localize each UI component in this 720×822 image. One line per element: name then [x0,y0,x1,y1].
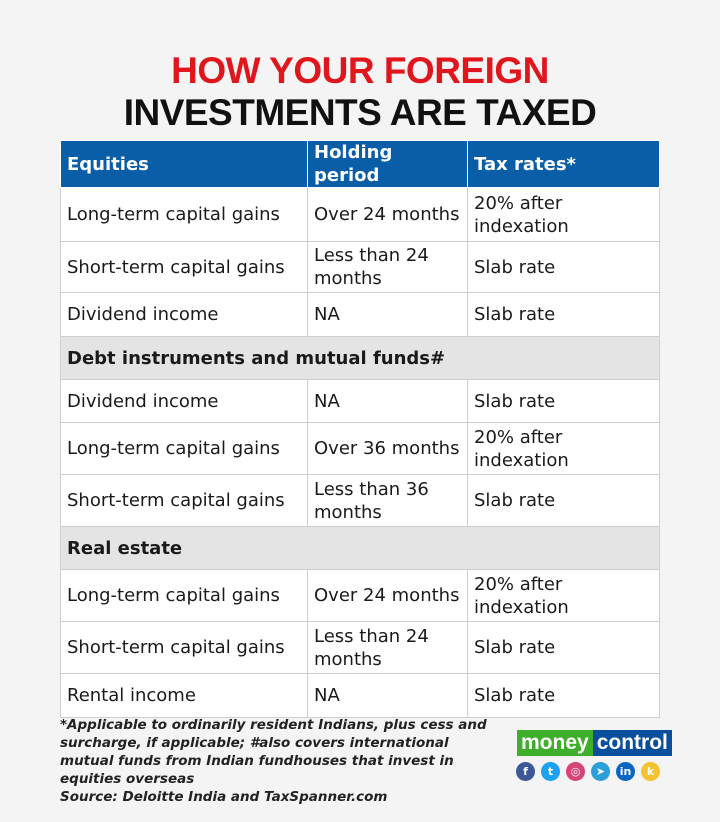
table-row: Long-term capital gains Over 24 months 20%… [60,569,660,622]
table-row: Short-term capital gains Less than 24 mon… [60,241,660,293]
tax-table: Equities Holding period Tax rates* Long-… [60,140,660,718]
facebook-icon[interactable]: f [516,762,535,781]
table-row: Short-term capital gains Less than 24 mon… [60,621,660,674]
tax-rate-cell: 20% after indexation [467,569,660,622]
table-row: Short-term capital gains Less than 36 mon… [60,474,660,527]
section-debt: Debt instruments and mutual funds# [60,336,660,380]
holding-period-cell: Over 24 months [307,569,468,622]
table-row: Long-term capital gains Over 24 months 20%… [60,187,660,242]
holding-period-cell: Over 36 months [307,422,468,475]
category-cell: Short-term capital gains [60,241,308,293]
category-cell: Long-term capital gains [60,187,308,242]
holding-period-cell: Less than 24 months [307,241,468,293]
koo-icon[interactable]: k [641,762,660,781]
holding-period-cell: Over 24 months [307,187,468,242]
tax-rate-cell: 20% after indexation [467,187,660,242]
footnote-text: *Applicable to ordinarily resident India… [60,717,487,787]
title-line-1: HOW YOUR FOREIGN [171,50,549,91]
holding-period-cell: NA [307,292,468,337]
tax-rate-cell: 20% after indexation [467,422,660,475]
tax-rate-cell: Slab rate [467,241,660,293]
twitter-icon[interactable]: t [541,762,560,781]
holding-period-cell: Less than 24 months [307,621,468,674]
table-row: Dividend income NA Slab rate [60,292,660,337]
social-icons: f t ◎ ➤ in k [516,762,660,781]
table-row: Long-term capital gains Over 36 months 20%… [60,422,660,475]
tax-rate-cell: Slab rate [467,474,660,527]
category-cell: Short-term capital gains [60,621,308,674]
header-equities: Equities [60,140,308,188]
logo-part-1: money [517,730,593,756]
instagram-icon[interactable]: ◎ [566,762,585,781]
moneycontrol-logo: money control [517,730,672,756]
category-cell: Dividend income [60,379,308,423]
title-line-2: INVESTMENTS ARE TAXED [123,92,597,133]
telegram-icon[interactable]: ➤ [591,762,610,781]
tax-rate-cell: Slab rate [467,379,660,423]
section-label: Real estate [60,526,660,570]
section-real-estate: Real estate [60,526,660,570]
holding-period-cell: NA [307,673,468,718]
holding-period-cell: Less than 36 months [307,474,468,527]
logo-part-2: control [592,730,672,756]
header-tax-rates: Tax rates* [467,140,660,188]
category-cell: Dividend income [60,292,308,337]
linkedin-icon[interactable]: in [616,762,635,781]
table-header: Equities Holding period Tax rates* [60,140,660,188]
table-row: Dividend income NA Slab rate [60,379,660,423]
tax-rate-cell: Slab rate [467,621,660,674]
tax-rate-cell: Slab rate [467,673,660,718]
tax-rate-cell: Slab rate [467,292,660,337]
category-cell: Long-term capital gains [60,422,308,475]
header-holding-period: Holding period [307,140,468,188]
category-cell: Short-term capital gains [60,474,308,527]
footnote: *Applicable to ordinarily resident India… [60,716,500,806]
category-cell: Rental income [60,673,308,718]
table-row: Rental income NA Slab rate [60,673,660,718]
source-text: Source: Deloitte India and TaxSpanner.co… [60,789,388,805]
holding-period-cell: NA [307,379,468,423]
section-label: Debt instruments and mutual funds# [60,336,660,380]
category-cell: Long-term capital gains [60,569,308,622]
